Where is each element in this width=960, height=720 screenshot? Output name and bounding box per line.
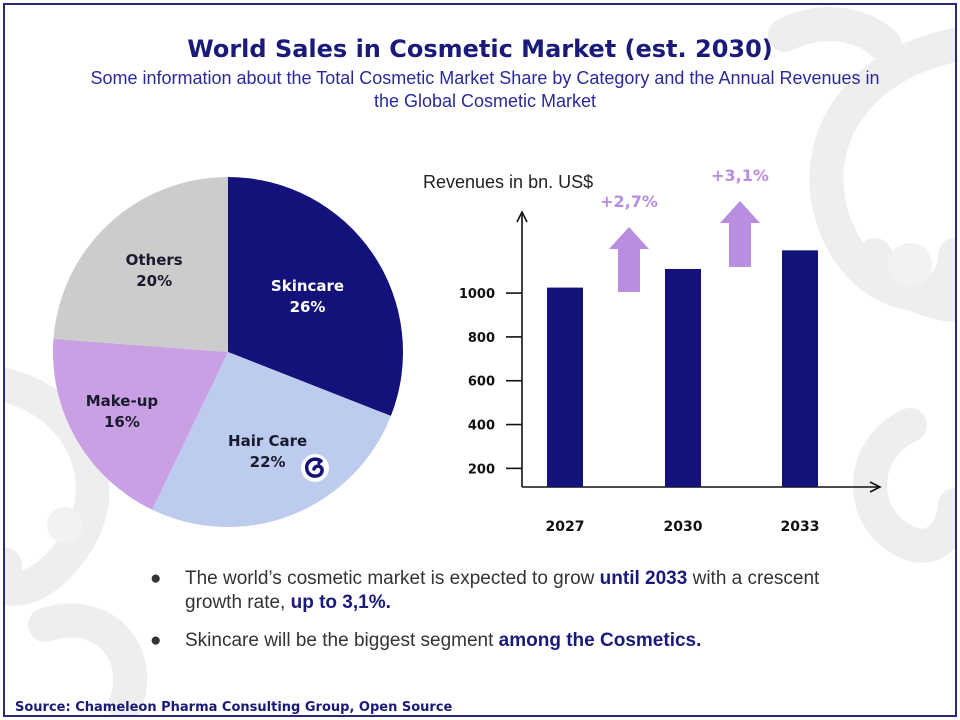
y-tick-label: 600 — [468, 375, 495, 390]
key-point-2: ● Skincare will be the biggest segment a… — [150, 629, 850, 653]
pie-slice-others — [53, 177, 228, 352]
key-point-highlight: up to 3,1%. — [290, 592, 391, 613]
bar-2033 — [782, 250, 818, 487]
pie-label-make-up: Make-up 16% — [67, 391, 177, 433]
page-title: World Sales in Cosmetic Market (est. 203… — [187, 35, 773, 63]
chameleon-logo-icon — [301, 454, 329, 482]
y-tick-label: 200 — [468, 462, 495, 477]
key-point-1: ● The world’s cosmetic market is expecte… — [150, 567, 850, 615]
pie-slice-hair-care — [152, 352, 391, 527]
key-point-text: with a crescent growth rate, — [185, 568, 820, 613]
x-tick-label: 2033 — [781, 519, 820, 535]
pie-chart — [53, 177, 403, 527]
key-point-highlight: among the Cosmetics. — [498, 630, 702, 651]
bar-chart: 200 400 600 800 1000 2027 2030 2033 +2,7% +3,1% — [459, 166, 882, 535]
pie-label-value: 26% — [289, 297, 326, 316]
x-axis-arrow-icon — [869, 481, 882, 493]
y-tick-label: 800 — [468, 331, 495, 346]
bar-2030 — [665, 268, 701, 487]
pie-label-value: 22% — [249, 452, 286, 471]
pie-label-name: Others — [125, 251, 183, 270]
y-tick-label: 400 — [468, 419, 495, 434]
pie-label-value: 16% — [103, 413, 140, 432]
page-subtitle: Some information about the Total Cosmeti… — [90, 68, 880, 111]
y-tick-label: 1000 — [459, 287, 495, 302]
growth-arrow-up-icon — [720, 201, 760, 267]
pie-label-name: Skincare — [270, 276, 345, 295]
growth-arrow-up-icon — [609, 227, 649, 292]
y-axis-arrow-icon — [516, 210, 528, 223]
pie-label-others: Others 20% — [99, 250, 209, 292]
bullet-icon: ● — [150, 630, 162, 651]
pie-slice-make-up — [53, 338, 228, 510]
x-tick-label: 2027 — [546, 519, 585, 535]
key-point-text: The world’s cosmetic market is expected … — [185, 568, 600, 589]
pie-label-hair-care: Hair Care 22% — [213, 431, 323, 473]
y-axis-label: Revenues in bn. US$ — [423, 172, 594, 192]
bar-2027 — [547, 287, 583, 487]
slide-frame: World Sales in Cosmetic Market (est. 203… — [3, 3, 957, 717]
x-tick-label: 2030 — [664, 519, 703, 535]
pie-label-skincare: Skincare 26% — [253, 276, 363, 318]
pie-label-value: 20% — [136, 272, 173, 291]
background-swirl-decoration — [5, 7, 955, 715]
pie-label-name: Hair Care — [228, 431, 308, 450]
key-point-highlight: until 2033 — [599, 568, 688, 589]
source-note: Source: Chameleon Pharma Consulting Grou… — [15, 700, 453, 715]
bullet-icon: ● — [150, 568, 162, 589]
growth-rate-label: +3,1% — [711, 166, 769, 185]
pie-slice-skincare — [228, 177, 403, 416]
key-point-text: Skincare will be the biggest segment — [185, 630, 499, 651]
growth-rate-label: +2,7% — [600, 192, 658, 211]
pie-label-name: Make-up — [85, 392, 159, 411]
key-points-list: ● The world’s cosmetic market is expecte… — [150, 567, 850, 667]
